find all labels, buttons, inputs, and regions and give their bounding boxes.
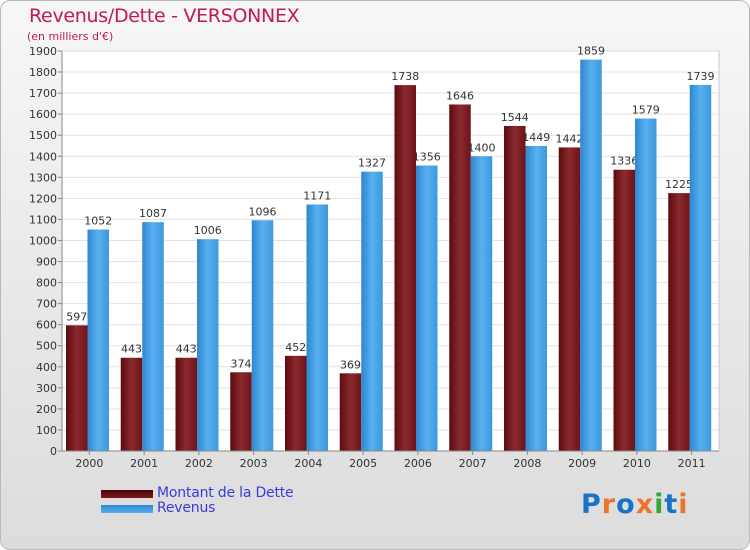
data-label-revenus: 1096 xyxy=(249,205,277,218)
bar-dette xyxy=(66,325,88,451)
data-label-revenus: 1006 xyxy=(194,224,222,237)
data-label-dette: 374 xyxy=(231,357,252,370)
data-label-revenus: 1327 xyxy=(358,157,386,170)
x-tick-label: 2001 xyxy=(130,457,158,470)
bar-revenus xyxy=(470,156,493,451)
y-tick-label: 1300 xyxy=(29,171,57,184)
data-label-dette: 1442 xyxy=(556,132,584,145)
y-tick-label: 0 xyxy=(50,445,57,458)
bar-dette xyxy=(449,104,471,451)
data-label-dette: 1336 xyxy=(610,155,638,168)
legend-label-revenus: Revenus xyxy=(157,500,216,516)
data-label-dette: 452 xyxy=(285,341,306,354)
data-label-dette: 1225 xyxy=(665,178,693,191)
bar-revenus xyxy=(635,118,657,451)
y-tick-label: 100 xyxy=(36,424,57,437)
data-label-revenus: 1400 xyxy=(468,141,496,154)
data-label-revenus: 1052 xyxy=(84,215,112,228)
y-tick-label: 900 xyxy=(36,256,57,269)
x-tick-label: 2007 xyxy=(459,457,487,470)
y-tick-label: 1400 xyxy=(29,150,57,163)
y-tick-label: 200 xyxy=(36,403,57,416)
data-label-revenus: 1579 xyxy=(632,104,660,117)
bar-dette xyxy=(504,125,526,452)
bar-dette xyxy=(668,193,690,451)
x-tick-label: 2004 xyxy=(294,457,322,470)
logo-letter: i xyxy=(654,489,665,520)
y-tick-label: 500 xyxy=(36,340,57,353)
data-label-dette: 597 xyxy=(66,310,87,323)
bar-dette xyxy=(230,372,252,451)
y-tick-label: 1800 xyxy=(29,66,57,79)
proxiti-logo: Proxiti xyxy=(581,489,689,520)
x-tick-label: 2002 xyxy=(185,457,213,470)
y-tick-label: 1100 xyxy=(29,213,57,226)
x-tick-label: 2000 xyxy=(75,457,103,470)
data-label-dette: 369 xyxy=(340,358,361,371)
x-tick-label: 2005 xyxy=(349,457,377,470)
logo-letter: r xyxy=(601,489,617,520)
bar-dette xyxy=(120,357,143,451)
y-tick-label: 1500 xyxy=(29,129,57,142)
bar-revenus xyxy=(580,59,602,451)
x-tick-label: 2006 xyxy=(404,457,432,470)
bar-revenus xyxy=(87,229,109,451)
y-tick-label: 1700 xyxy=(29,87,57,100)
bar-chart: 0 100 200 300 400 500 600 700 800 900 1000 1100 1200… xyxy=(29,45,720,470)
bar-revenus xyxy=(361,171,383,451)
logo-letter: o xyxy=(616,489,636,520)
bar-revenus xyxy=(416,165,438,452)
bar-revenus xyxy=(525,145,547,451)
x-tick-label: 2011 xyxy=(678,457,706,470)
data-label-revenus: 1087 xyxy=(139,207,167,220)
chart-title: Revenus/Dette - VERSONNEX xyxy=(29,5,300,27)
data-label-revenus: 1859 xyxy=(577,45,605,58)
bar-dette xyxy=(613,169,635,451)
bar-revenus xyxy=(197,239,219,451)
y-tick-label: 1000 xyxy=(29,234,57,247)
bar-revenus xyxy=(142,222,164,451)
logo-letter: x xyxy=(635,489,655,520)
data-label-revenus: 1356 xyxy=(413,151,441,164)
legend-swatch-dette xyxy=(101,490,153,498)
logo-letter: t xyxy=(664,489,679,520)
y-tick-label: 800 xyxy=(36,277,57,290)
y-tick-label: 1600 xyxy=(29,108,57,121)
data-label-dette: 443 xyxy=(176,343,197,356)
y-tick-label: 300 xyxy=(36,382,57,395)
chart-subtitle: (en milliers d'€) xyxy=(27,30,114,43)
data-label-revenus: 1171 xyxy=(303,189,331,202)
bar-revenus xyxy=(251,220,274,451)
data-label-revenus: 1449 xyxy=(522,131,550,144)
bar-dette xyxy=(394,85,416,452)
data-label-dette: 1646 xyxy=(446,89,474,102)
logo-letter: i xyxy=(678,489,689,520)
y-tick-label: 1900 xyxy=(29,45,57,58)
x-tick-label: 2008 xyxy=(513,457,541,470)
y-tick-label: 700 xyxy=(36,298,57,311)
plot-area xyxy=(61,50,720,452)
x-tick-label: 2010 xyxy=(623,457,651,470)
data-label-dette: 1544 xyxy=(501,111,529,124)
bar-revenus xyxy=(689,84,712,451)
x-tick-label: 2003 xyxy=(240,457,268,470)
x-tick-label: 2009 xyxy=(568,457,596,470)
y-tick-label: 400 xyxy=(36,361,57,374)
bar-dette xyxy=(558,147,581,451)
legend-label-dette: Montant de la Dette xyxy=(157,485,294,501)
data-label-dette: 443 xyxy=(121,343,142,356)
data-label-dette: 1738 xyxy=(391,70,419,83)
data-label-revenus: 1739 xyxy=(687,70,715,83)
bar-revenus xyxy=(306,204,328,451)
y-tick-label: 600 xyxy=(36,319,57,332)
bar-dette xyxy=(175,357,197,451)
logo-letter: P xyxy=(581,489,602,520)
legend-swatch-revenus xyxy=(101,505,153,513)
bar-dette xyxy=(339,373,362,451)
y-tick-label: 1200 xyxy=(29,192,57,205)
bar-dette xyxy=(285,355,307,451)
